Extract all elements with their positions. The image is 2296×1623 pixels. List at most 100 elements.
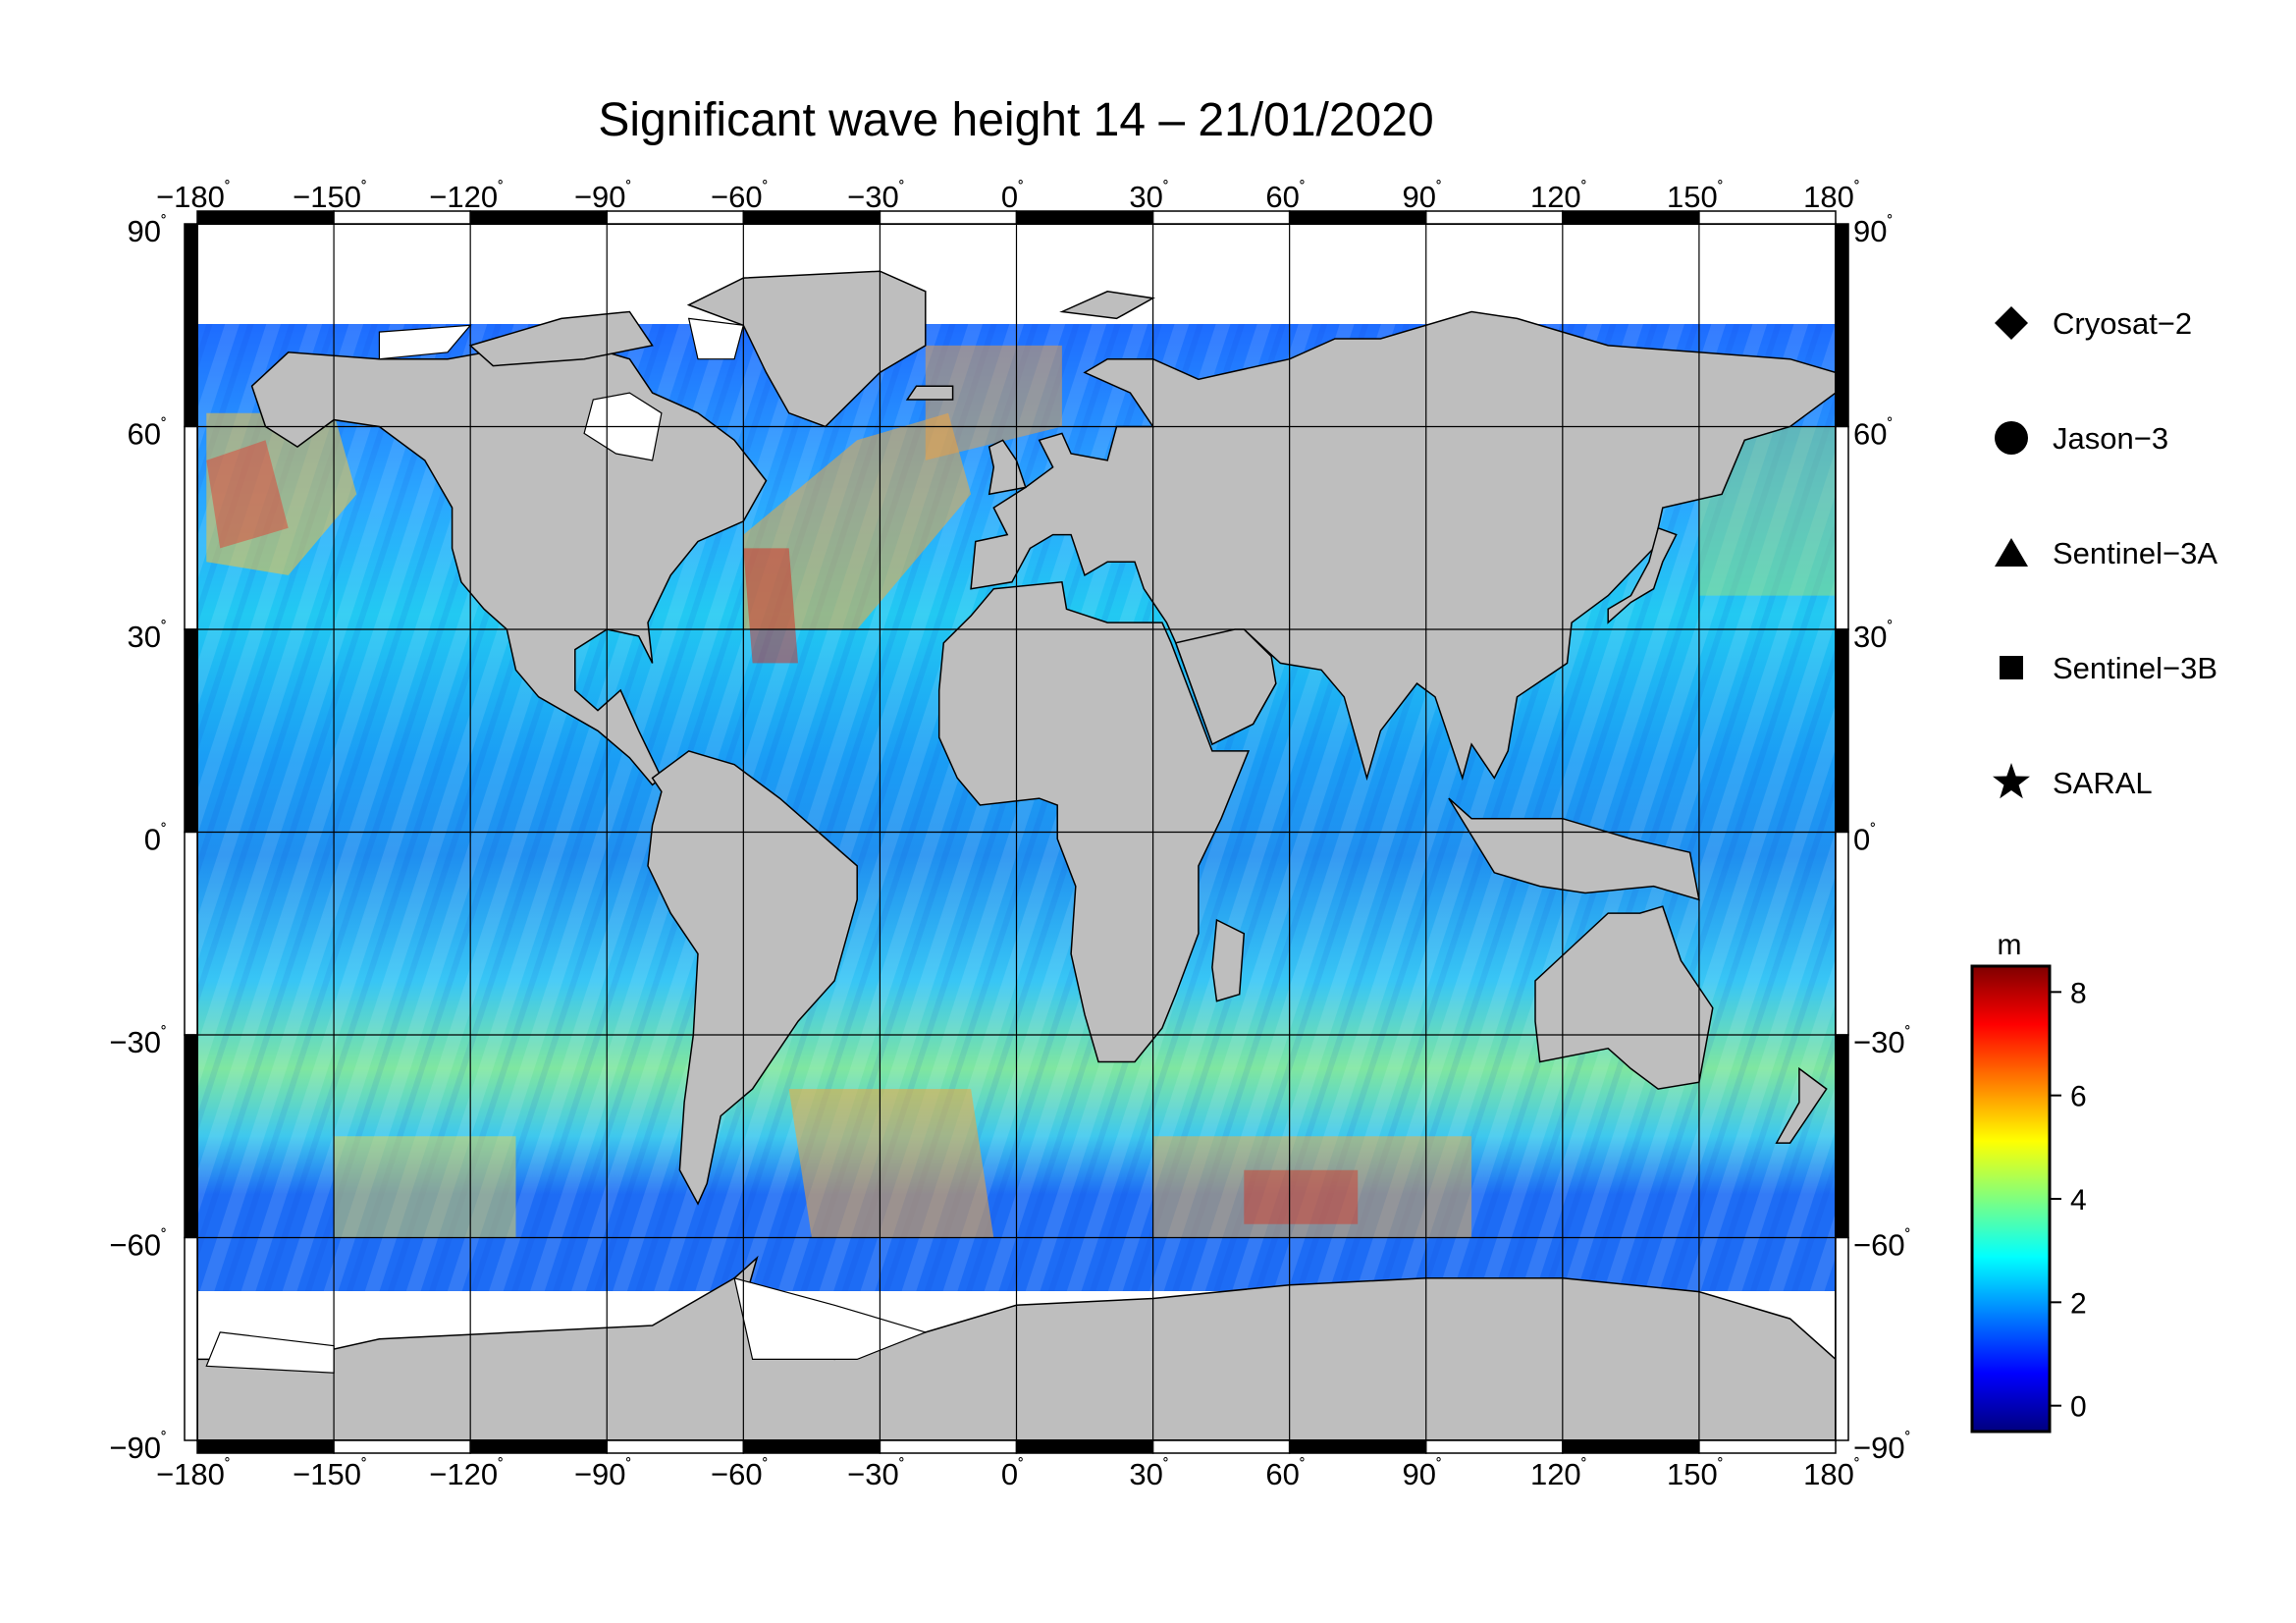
longitude-tick-label: −60˚ (711, 179, 769, 214)
colorbar-tick-label: 6 (2070, 1081, 2087, 1113)
longitude-tick-label: −120˚ (429, 1456, 504, 1491)
frame-bar-left (184, 1236, 198, 1441)
triangle-icon (1995, 538, 2028, 567)
latitude-tick-label: −90˚ (109, 1430, 167, 1465)
longitude-tick-label: −30˚ (847, 1456, 905, 1491)
frame-bar-bottom (196, 1439, 335, 1454)
longitude-labels-top: −180˚ −150˚ −120˚ −90˚ −60˚ −30˚ 0˚ 30˚ 60˚ 90˚ 12… (156, 179, 1860, 214)
longitude-tick-label: 150˚ (1667, 179, 1724, 214)
legend-label: Sentinel−3A (2053, 536, 2217, 570)
longitude-tick-label: 60˚ (1265, 1456, 1305, 1491)
legend-item: Sentinel−3B (2000, 651, 2217, 685)
colorbar-tick-label: 8 (2070, 977, 2087, 1009)
frame-bar-left (184, 1034, 198, 1239)
frame-bar-top (879, 210, 1018, 225)
legend-label: SARAL (2053, 766, 2153, 800)
frame-bar-bottom (1425, 1439, 1564, 1454)
frame-bar-right (1835, 628, 1849, 834)
longitude-tick-label: 150˚ (1667, 1456, 1724, 1491)
legend-item: SARAL (1993, 763, 2153, 800)
latitude-tick-label: −60˚ (109, 1227, 167, 1263)
colorbar-tick-label: 4 (2070, 1184, 2087, 1217)
colorbar: m 8 6 4 2 0 (1970, 929, 2087, 1434)
longitude-tick-label: 120˚ (1530, 1456, 1587, 1491)
colorbar-ticks: 8 6 4 2 0 (2050, 977, 2087, 1424)
hot-north-atlantic-core (743, 548, 798, 664)
longitude-tick-label: −60˚ (711, 1456, 769, 1491)
square-icon (2000, 656, 2023, 679)
longitude-tick-label: −30˚ (847, 179, 905, 214)
frame-bar-top (1698, 210, 1837, 225)
colorbar-tick-label: 0 (2070, 1391, 2087, 1424)
latitude-tick-label: 0˚ (1853, 822, 1876, 857)
land-iceland (905, 385, 954, 401)
frame-bar-bottom (1698, 1439, 1837, 1454)
longitude-tick-label: −150˚ (293, 1456, 367, 1491)
frame-bar-left (184, 425, 198, 630)
map-graticule (197, 224, 1836, 1440)
high-wave-regions (206, 345, 1836, 1238)
land-madagascar (1211, 918, 1246, 1002)
hot-norwegian-sea (925, 345, 1062, 460)
frame-bar-bottom (606, 1439, 745, 1454)
hot-north-pacific (206, 412, 357, 575)
hot-north-atlantic (743, 412, 972, 629)
longitude-tick-label: −120˚ (429, 179, 504, 214)
frame-bar-right (1835, 425, 1849, 630)
longitude-tick-label: 0˚ (1001, 179, 1024, 214)
longitude-tick-label: 180˚ (1803, 179, 1860, 214)
colorbar-gradient (1970, 964, 2052, 1434)
legend-label: Sentinel−3B (2053, 651, 2217, 685)
latitude-tick-label: −30˚ (109, 1024, 167, 1059)
ice-weddell (733, 1276, 928, 1361)
frame-bar-right (1835, 1236, 1849, 1441)
latitude-tick-label: 60˚ (128, 416, 167, 452)
hot-southern-indian (1152, 1136, 1472, 1238)
latitude-tick-label: 0˚ (144, 822, 167, 857)
longitude-tick-label: 180˚ (1803, 1456, 1860, 1491)
diamond-icon (1995, 306, 2028, 340)
legend-label: Cryosat−2 (2053, 306, 2192, 341)
latitude-labels-right: 90˚ 60˚ 30˚ 0˚ −30˚ −60˚ −90˚ (1853, 213, 1911, 1465)
frame-bar-right (1835, 1034, 1849, 1239)
hot-north-pacific-core (206, 440, 289, 549)
map-frame (184, 210, 1849, 1454)
longitude-tick-label: −150˚ (293, 179, 367, 214)
hot-south-pacific (334, 1136, 516, 1238)
land-south-america (647, 750, 858, 1206)
land-indonesia (1448, 797, 1700, 901)
chart-title: Significant wave height 14 – 21/01/2020 (598, 94, 1433, 146)
star-icon (1993, 763, 2030, 799)
land-new-zealand (1775, 1066, 1828, 1144)
longitude-tick-label: −90˚ (574, 1456, 632, 1491)
longitude-labels-bottom: −180˚ −150˚ −120˚ −90˚ −60˚ −30˚ 0˚ 30˚ 60˚ 90˚ 12… (156, 1456, 1860, 1491)
frame-bar-bottom (1288, 1439, 1427, 1454)
longitude-tick-label: −90˚ (574, 179, 632, 214)
legend-item: Cryosat−2 (1995, 306, 2192, 341)
world-map (197, 224, 1836, 1440)
legend-item: Sentinel−3A (1995, 536, 2217, 570)
frame-bar-bottom (879, 1439, 1018, 1454)
frame-bar-bottom (1151, 1439, 1291, 1454)
latitude-tick-label: 30˚ (1853, 619, 1893, 654)
longitude-tick-label: 30˚ (1129, 179, 1168, 214)
frame-bar-bottom (742, 1439, 881, 1454)
frame-bar-left (184, 831, 198, 1036)
latitude-tick-label: −90˚ (1853, 1430, 1911, 1465)
legend-label: Jason−3 (2053, 421, 2168, 456)
latitude-tick-label: −60˚ (1853, 1227, 1911, 1263)
colorbar-tick-label: 2 (2070, 1287, 2087, 1320)
frame-bar-left (184, 628, 198, 834)
latitude-tick-label: 90˚ (128, 213, 167, 248)
latitude-tick-label: −30˚ (1853, 1024, 1911, 1059)
legend-item: Jason−3 (1995, 421, 2168, 456)
circle-icon (1995, 421, 2028, 455)
frame-bar-bottom (333, 1439, 471, 1454)
frame-bar-left (184, 223, 198, 428)
hot-south-atlantic (788, 1089, 994, 1238)
hot-southern-indian-core (1244, 1169, 1359, 1224)
latitude-tick-label: 30˚ (128, 619, 167, 654)
ice-greenland-fjords (687, 317, 745, 360)
frame-bar-right (1835, 831, 1849, 1036)
